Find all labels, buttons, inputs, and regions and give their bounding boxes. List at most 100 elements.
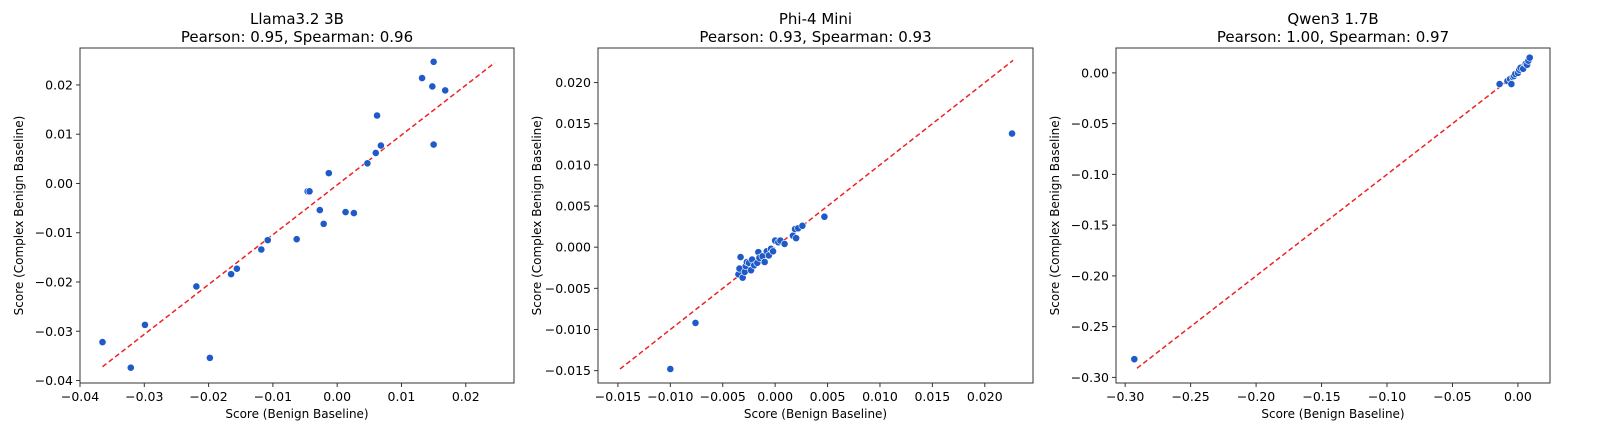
data-point xyxy=(315,206,324,214)
x-tick-label: 0.020 xyxy=(967,389,1003,404)
data-point xyxy=(263,236,272,245)
y-tick-label: 0.01 xyxy=(45,127,73,142)
x-tick-label: −0.01 xyxy=(254,389,292,404)
x-axis-label: Score (Benign Baseline) xyxy=(225,407,368,421)
data-point xyxy=(1008,129,1016,138)
x-tick-label: 0.00 xyxy=(323,389,351,404)
chart-subtitle: Pearson: 0.95, Spearman: 0.96 xyxy=(181,28,413,46)
data-point xyxy=(292,235,301,244)
x-tick-label: −0.10 xyxy=(1368,389,1406,404)
y-axis-label: Score (Complex Benign Baseline) xyxy=(12,116,26,316)
chart-subtitle: Pearson: 1.00, Spearman: 0.97 xyxy=(1217,28,1449,46)
y-tick-label: 0.015 xyxy=(555,116,591,131)
plot-frame xyxy=(79,47,515,384)
y-tick-label: −0.03 xyxy=(35,324,73,339)
data-point xyxy=(428,82,437,91)
data-point xyxy=(798,221,807,230)
data-point xyxy=(429,140,438,149)
y-tick-label: 0.005 xyxy=(555,199,591,214)
data-point xyxy=(769,247,777,256)
x-tick-label: −0.20 xyxy=(1237,389,1275,404)
y-tick-label: −0.01 xyxy=(35,225,73,240)
data-point xyxy=(232,264,241,273)
y-tick-label: −0.015 xyxy=(545,363,591,378)
reference-line xyxy=(102,62,496,368)
y-axis-label: Score (Complex Benign Baseline) xyxy=(530,116,544,316)
data-point xyxy=(820,212,829,221)
x-tick-label: −0.005 xyxy=(700,389,746,404)
data-point xyxy=(429,57,438,66)
y-tick-label: −0.005 xyxy=(545,281,591,296)
reference-line xyxy=(1136,62,1531,369)
data-point xyxy=(324,169,333,178)
data-point xyxy=(377,141,385,150)
x-tick-label: 0.01 xyxy=(388,389,416,404)
data-point xyxy=(126,363,135,372)
x-tick-label: −0.02 xyxy=(189,389,227,404)
data-point xyxy=(257,245,266,254)
plot-frame xyxy=(597,47,1034,384)
y-tick-label: −0.30 xyxy=(1071,370,1109,385)
data-point xyxy=(305,187,314,196)
y-tick-label: 0.02 xyxy=(45,77,73,92)
data-point xyxy=(98,338,107,347)
data-point xyxy=(736,253,745,261)
y-tick-label: 0.020 xyxy=(555,75,591,90)
data-point xyxy=(1507,80,1516,88)
data-point xyxy=(373,111,381,120)
chart-title: Qwen3 1.7B xyxy=(1287,10,1378,28)
x-tick-label: −0.25 xyxy=(1171,389,1209,404)
y-tick-label: −0.02 xyxy=(35,275,73,290)
data-point xyxy=(341,208,350,216)
x-tick-label: −0.010 xyxy=(647,389,693,404)
x-axis-label: Score (Benign Baseline) xyxy=(744,407,887,421)
y-tick-label: −0.20 xyxy=(1071,268,1109,283)
data-point xyxy=(192,282,201,291)
x-tick-label: −0.05 xyxy=(1433,389,1471,404)
y-tick-label: −0.04 xyxy=(35,373,73,388)
data-point xyxy=(350,209,358,217)
plot-frame xyxy=(1115,47,1551,384)
data-point xyxy=(319,219,328,228)
y-tick-label: −0.15 xyxy=(1071,218,1109,233)
y-tick-label: −0.25 xyxy=(1071,319,1109,334)
x-tick-label: −0.04 xyxy=(61,389,99,404)
chart-title: Phi-4 Mini xyxy=(779,10,852,28)
data-point xyxy=(1495,80,1504,88)
x-tick-label: 0.015 xyxy=(914,389,950,404)
x-tick-label: −0.03 xyxy=(125,389,163,404)
x-tick-label: 0.000 xyxy=(757,389,793,404)
y-tick-label: 0.00 xyxy=(45,176,73,191)
data-point xyxy=(205,353,214,362)
y-tick-label: 0.000 xyxy=(555,240,591,255)
data-point xyxy=(792,234,801,243)
data-point xyxy=(666,365,675,373)
data-point xyxy=(1525,53,1534,62)
chart-subtitle: Pearson: 0.93, Spearman: 0.93 xyxy=(699,28,931,46)
y-tick-label: 0.00 xyxy=(1081,65,1109,80)
y-tick-label: −0.010 xyxy=(545,322,591,337)
x-tick-label: 0.02 xyxy=(452,389,480,404)
x-tick-label: 0.010 xyxy=(862,389,898,404)
data-point xyxy=(760,258,769,266)
y-tick-label: −0.10 xyxy=(1071,167,1109,182)
chart-title: Llama3.2 3B xyxy=(250,10,344,28)
y-tick-label: 0.010 xyxy=(555,157,591,172)
y-axis-label: Score (Complex Benign Baseline) xyxy=(1048,116,1062,316)
data-point xyxy=(363,159,372,168)
data-point xyxy=(141,320,149,329)
data-point xyxy=(1130,355,1139,364)
data-point xyxy=(691,319,700,327)
x-tick-label: −0.15 xyxy=(1302,389,1340,404)
y-tick-label: −0.05 xyxy=(1071,116,1109,131)
data-point xyxy=(227,270,235,279)
data-point xyxy=(418,74,426,82)
reference-line xyxy=(619,59,1014,370)
x-tick-label: −0.30 xyxy=(1106,389,1144,404)
data-point xyxy=(780,239,789,248)
x-tick-label: −0.015 xyxy=(595,389,641,404)
